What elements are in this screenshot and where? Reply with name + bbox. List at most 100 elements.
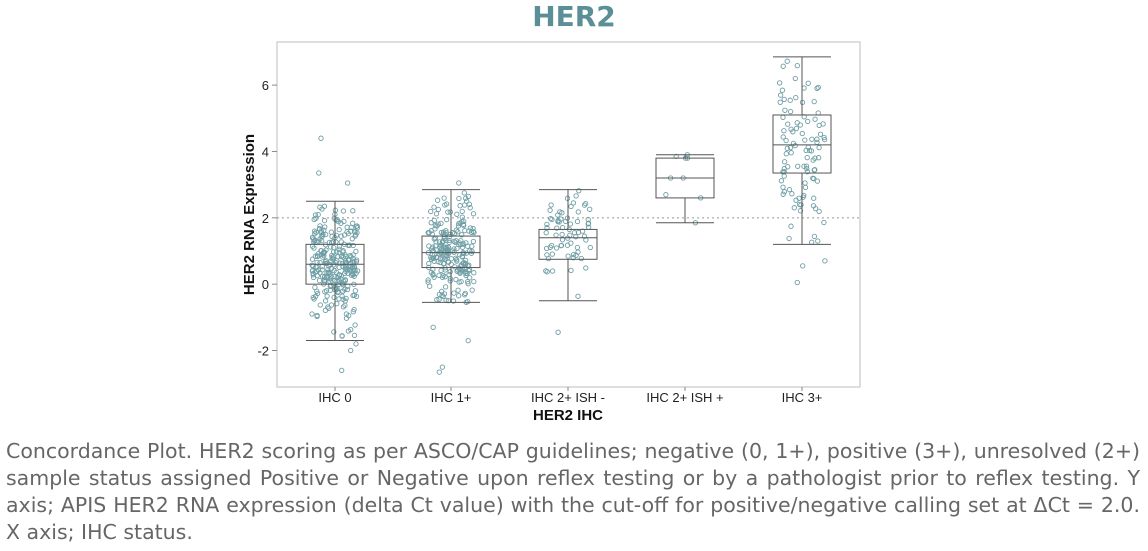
data-point <box>348 224 354 231</box>
data-point <box>465 298 471 305</box>
data-point <box>430 255 437 261</box>
data-point <box>328 229 335 235</box>
data-point <box>781 128 787 134</box>
data-point <box>316 170 322 176</box>
data-point <box>341 218 347 225</box>
data-point <box>431 204 437 210</box>
data-point <box>470 228 476 235</box>
data-point <box>465 193 472 200</box>
data-point <box>350 208 356 214</box>
data-point <box>548 202 554 208</box>
data-point <box>327 287 333 293</box>
data-point <box>352 322 358 328</box>
data-point <box>804 165 810 172</box>
data-point <box>328 302 335 308</box>
data-point <box>815 238 821 244</box>
data-point <box>803 147 809 154</box>
data-point <box>553 245 560 251</box>
data-point <box>559 231 565 238</box>
data-point <box>445 244 452 250</box>
data-point <box>348 326 354 333</box>
data-point <box>575 229 582 236</box>
data-point <box>317 259 323 266</box>
data-point <box>311 216 317 223</box>
data-point <box>776 80 783 86</box>
data-point <box>343 295 349 302</box>
data-point <box>804 154 810 161</box>
data-point <box>465 263 471 269</box>
data-point <box>573 193 579 199</box>
data-point <box>336 296 342 302</box>
data-point <box>471 270 477 276</box>
data-point <box>802 184 809 191</box>
data-point <box>814 178 821 184</box>
data-point <box>570 255 576 261</box>
data-point <box>437 256 444 262</box>
data-point <box>576 188 582 194</box>
data-point <box>311 228 318 234</box>
data-point <box>339 333 345 339</box>
x-tick-label: IHC 0 <box>318 390 351 405</box>
data-point <box>317 270 323 276</box>
data-point <box>791 205 797 211</box>
data-point <box>455 229 461 235</box>
data-point <box>445 259 452 265</box>
data-point <box>583 265 589 271</box>
data-point <box>425 277 431 283</box>
data-point <box>439 364 446 370</box>
data-point <box>331 273 338 280</box>
data-point <box>470 225 476 232</box>
data-point <box>780 134 786 140</box>
data-point <box>435 221 441 227</box>
data-point <box>817 131 824 137</box>
data-point <box>339 288 346 294</box>
data-point <box>338 233 344 239</box>
data-point <box>568 267 574 274</box>
data-point <box>352 267 358 274</box>
data-point <box>810 203 817 209</box>
data-point <box>822 258 828 264</box>
data-point <box>447 275 453 282</box>
data-point <box>451 290 457 296</box>
data-point <box>578 255 584 262</box>
data-point <box>350 242 356 249</box>
data-point <box>559 210 565 216</box>
data-point <box>339 293 345 299</box>
data-point <box>800 263 806 269</box>
data-point <box>806 147 813 154</box>
data-point <box>309 256 316 262</box>
data-point <box>462 227 468 234</box>
data-point <box>340 249 346 255</box>
data-point <box>447 278 453 284</box>
data-point <box>812 155 818 161</box>
data-point <box>467 205 473 211</box>
data-point <box>318 228 324 234</box>
data-point <box>814 85 820 92</box>
data-point <box>442 284 449 290</box>
x-tick-label: IHC 1+ <box>431 390 472 405</box>
data-point <box>558 216 564 222</box>
x-axis-label: HER2 IHC <box>533 407 603 424</box>
data-point <box>781 173 787 179</box>
data-point <box>802 180 808 186</box>
data-point <box>336 226 342 233</box>
chart-title: HER2 <box>532 0 616 33</box>
data-point <box>354 223 360 229</box>
data-point <box>345 283 351 289</box>
data-point <box>312 230 318 237</box>
data-point <box>783 151 789 157</box>
data-point <box>336 264 342 271</box>
data-point <box>585 216 591 223</box>
data-point <box>459 232 465 238</box>
data-point <box>793 94 799 101</box>
data-point <box>458 278 464 285</box>
data-point <box>461 250 467 257</box>
data-point <box>778 178 785 184</box>
data-point <box>796 195 802 201</box>
data-point <box>442 254 448 260</box>
data-point <box>465 337 471 344</box>
data-point <box>426 260 432 267</box>
data-point <box>351 332 358 339</box>
data-point <box>428 208 434 215</box>
data-point <box>431 236 437 242</box>
